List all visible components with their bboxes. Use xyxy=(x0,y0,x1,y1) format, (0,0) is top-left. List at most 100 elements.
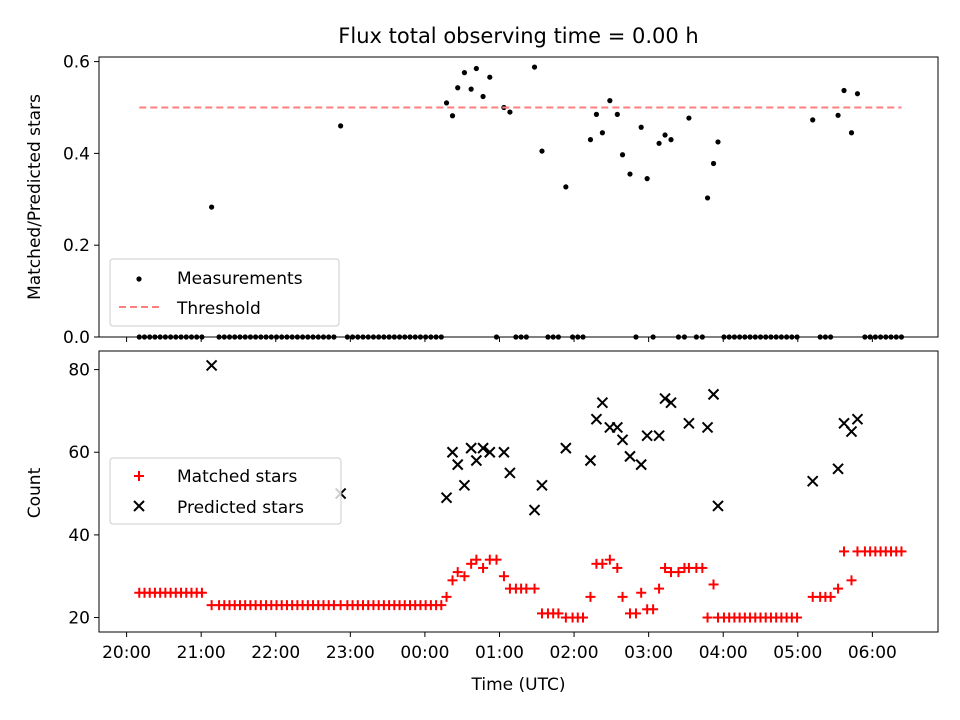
bottom-ytick-label: 80 xyxy=(68,361,90,381)
predicted-stars-point xyxy=(624,450,636,463)
predicted-stars-point xyxy=(465,442,477,454)
predicted-stars-point xyxy=(452,458,464,471)
measurement-point xyxy=(473,65,479,72)
legend-threshold-label: Threshold xyxy=(176,299,261,319)
measurement-point xyxy=(810,117,816,123)
bottom-ytick-label: 40 xyxy=(68,526,90,546)
matched-stars-point xyxy=(447,575,458,586)
predicted-stars-point xyxy=(446,446,459,458)
matched-stars-point xyxy=(630,608,641,619)
x-axis-label: Time (UTC) xyxy=(471,675,566,695)
matched-stars-point xyxy=(452,567,463,578)
measurement-point xyxy=(614,111,620,117)
predicted-stars-point xyxy=(616,434,629,446)
measurement-point xyxy=(854,91,861,97)
predicted-stars-point xyxy=(832,463,844,475)
measurement-point xyxy=(507,109,513,115)
measurement-point xyxy=(539,148,545,154)
xtick-label: 23:00 xyxy=(326,643,375,663)
matched-stars-point xyxy=(196,587,207,598)
top-panel: 0.0 0.2 0.4 0.6 Matched/Predicted stars Mea… xyxy=(25,53,939,348)
predicted-stars-point xyxy=(712,500,724,512)
xtick-label: 03:00 xyxy=(624,643,673,663)
measurement-point xyxy=(593,111,600,117)
measurement-point xyxy=(455,85,461,91)
matched-stars-point xyxy=(471,554,482,565)
matched-stars-point xyxy=(839,546,850,557)
matched-stars-point xyxy=(702,612,713,623)
matched-stars-point xyxy=(636,587,647,598)
matched-stars-point xyxy=(660,562,671,573)
top-ytick-label: 0.2 xyxy=(63,236,90,256)
bottom-legend: Matched stars Predicted stars xyxy=(109,457,342,525)
top-axis-ticks: 0.0 0.2 0.4 0.6 xyxy=(63,53,873,348)
measurement-point xyxy=(607,98,613,104)
predicted-stars-point xyxy=(458,479,471,492)
legend-measurements-marker xyxy=(136,276,142,282)
predicted-stars-point xyxy=(641,430,653,442)
predicted-stars-point xyxy=(653,430,665,442)
xtick-label: 20:00 xyxy=(102,643,151,663)
predicted-stars-point xyxy=(845,425,858,438)
predicted-stars-point xyxy=(596,396,609,409)
predicted-stars-point xyxy=(707,388,720,401)
matched-stars-point xyxy=(617,591,628,602)
matched-stars-point xyxy=(597,558,608,569)
top-ytick-label: 0.4 xyxy=(63,144,90,164)
predicted-stars-point xyxy=(440,491,453,504)
predicted-stars-point xyxy=(584,454,597,467)
matched-stars-point xyxy=(498,571,509,582)
measurement-point xyxy=(656,140,662,146)
legend-predicted-label: Predicted stars xyxy=(177,498,304,518)
top-legend-box xyxy=(109,258,340,327)
measurement-point xyxy=(835,112,841,118)
matched-stars-point xyxy=(529,583,540,594)
matched-stars-point xyxy=(833,583,844,594)
predicted-stars-point xyxy=(851,413,864,425)
matched-stars-point xyxy=(585,591,596,602)
predicted-stars-point xyxy=(635,458,647,471)
measurement-point xyxy=(461,70,468,76)
measurement-point xyxy=(841,87,847,94)
predicted-stars-point xyxy=(504,467,516,479)
bottom-ytick-label: 20 xyxy=(68,609,90,629)
matched-stars-point xyxy=(478,562,489,573)
predicted-stars-point xyxy=(807,475,819,487)
predicted-stars-point xyxy=(498,446,510,458)
measurement-point xyxy=(587,137,594,143)
legend-predicted-marker xyxy=(133,500,145,512)
matched-stars-point xyxy=(896,546,907,557)
bottom-ylabel: Count xyxy=(25,467,45,518)
top-axes-frame xyxy=(98,56,939,338)
xtick-label: 06:00 xyxy=(848,643,897,663)
measurement-point xyxy=(487,74,493,80)
measurement-point xyxy=(638,124,644,130)
matched-stars-point xyxy=(648,604,659,615)
predicted-stars-point xyxy=(536,479,548,492)
chart-title: Flux total observing time = 0.00 h xyxy=(338,24,698,48)
measurement-point xyxy=(449,113,456,119)
predicted-stars-point xyxy=(611,421,624,434)
predicted-stars-point xyxy=(659,392,671,405)
measurement-point xyxy=(468,86,474,92)
matched-stars-point xyxy=(697,562,708,573)
measurement-point xyxy=(563,184,569,190)
matched-stars-point xyxy=(846,575,857,586)
measurement-point xyxy=(668,137,674,143)
top-legend: Measurements Threshold xyxy=(109,258,340,327)
matched-stars-point xyxy=(459,571,470,582)
top-ytick-label: 0.0 xyxy=(63,328,90,348)
measurement-point xyxy=(715,139,721,145)
measurement-point xyxy=(599,130,606,136)
measurement-point xyxy=(480,93,486,100)
xtick-label: 02:00 xyxy=(550,643,599,663)
measurement-point xyxy=(627,171,633,177)
legend-matched-label: Matched stars xyxy=(177,467,297,487)
matched-stars-point xyxy=(673,567,684,578)
predicted-stars-point xyxy=(701,421,714,434)
predicted-stars-point xyxy=(560,442,572,454)
measurement-point xyxy=(209,204,215,210)
matched-stars-point xyxy=(792,612,803,623)
matched-stars-point xyxy=(466,558,477,569)
